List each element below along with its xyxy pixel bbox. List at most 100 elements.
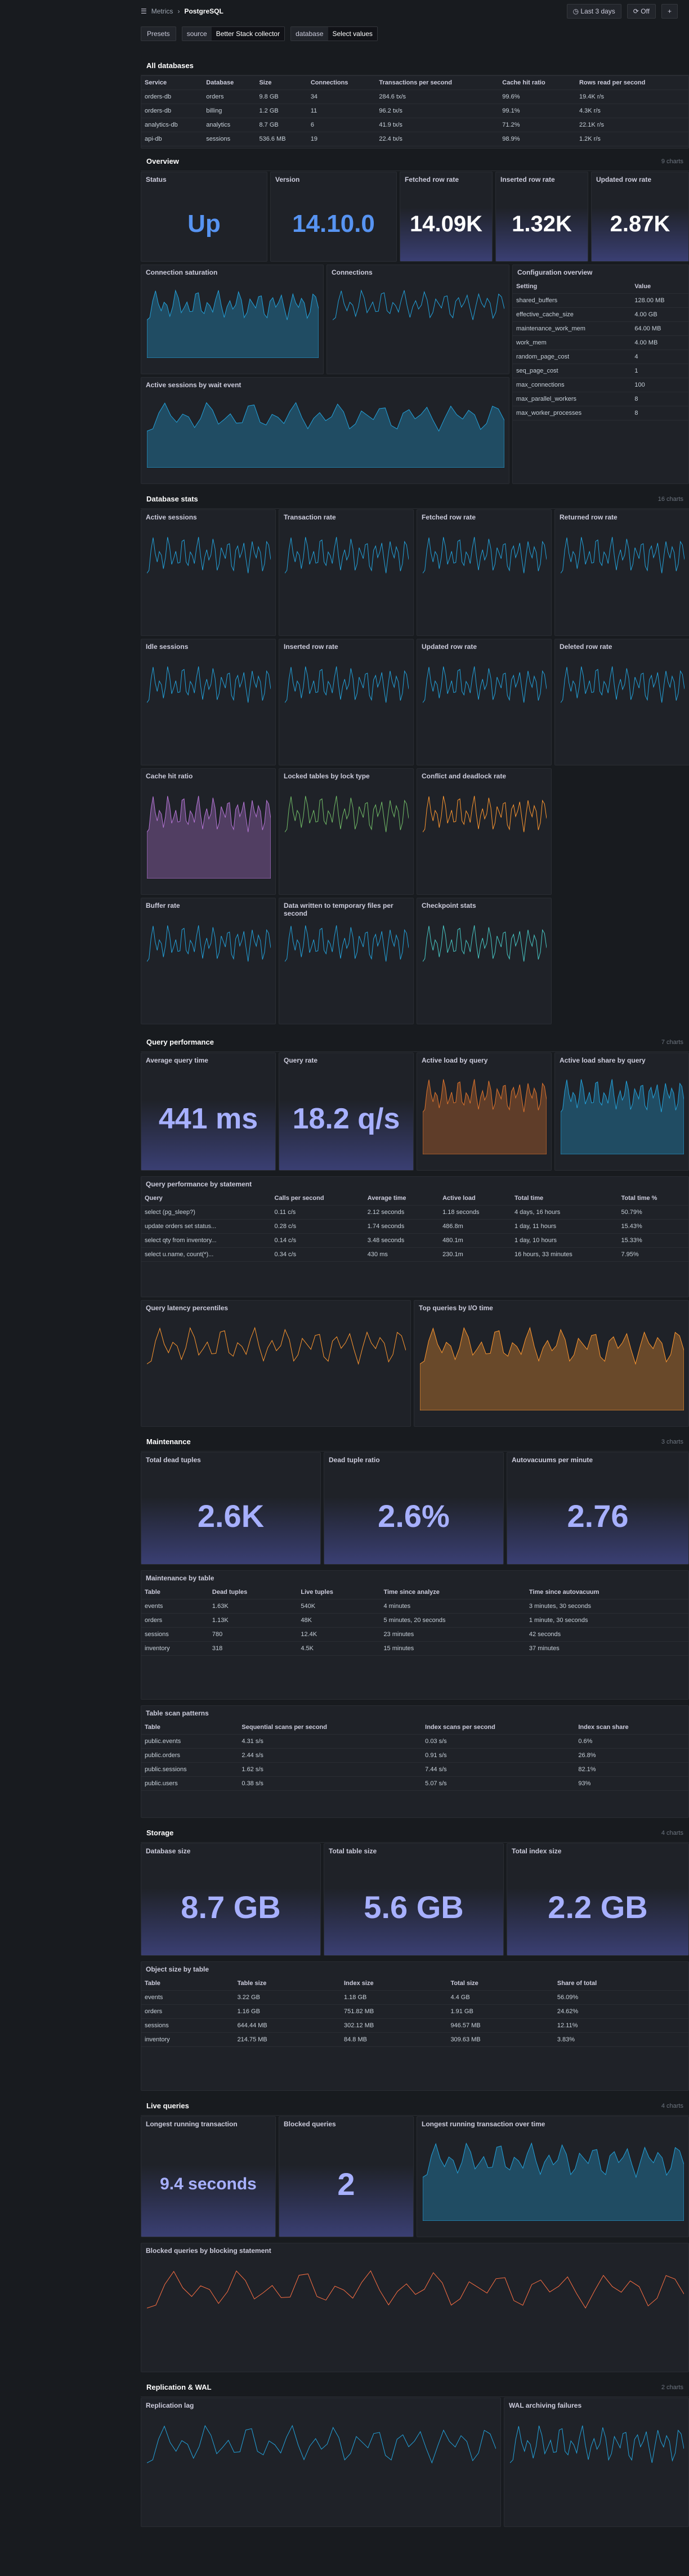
table-row[interactable]: seq_page_cost 1 [513, 364, 688, 378]
table-row[interactable]: select (pg_sleep?) 0.11 c/s 2.12 seconds 1.… [141, 1205, 688, 1220]
table-row[interactable]: maintenance_work_mem 64.00 MB [513, 321, 688, 336]
table-row[interactable]: random_page_cost 4 [513, 350, 688, 364]
column-header[interactable]: Time since analyze [380, 1585, 526, 1600]
chart-plot[interactable] [147, 656, 271, 749]
table-row[interactable]: public.sessions 1.62 s/s 7.44 s/s 82.1% [141, 1762, 688, 1777]
table-row[interactable]: select u.name, count(*)... 0.34 c/s 430 ms… [141, 1247, 688, 1262]
chart-plot[interactable] [147, 2260, 684, 2356]
column-header[interactable]: Cache hit ratio [499, 76, 576, 90]
chart-plot[interactable] [285, 527, 409, 620]
chart-plot[interactable] [147, 2415, 496, 2511]
table-row[interactable]: inventory 318 4.5K 15 minutes 37 minutes [141, 1641, 688, 1656]
table-row[interactable]: effective_cache_size 4.00 GB [513, 307, 688, 322]
refresh-picker[interactable]: ⟳ Off [627, 4, 656, 19]
column-header[interactable]: Value [631, 280, 688, 294]
table-row[interactable]: update orders set status... 0.28 c/s 1.74 … [141, 1219, 688, 1234]
source-variable[interactable]: source Better Stack collector [181, 26, 285, 41]
table-row[interactable]: sessions 644.44 MB 302.12 MB 946.57 MB 12.11… [141, 2018, 688, 2033]
column-header[interactable]: Table [141, 1977, 234, 1991]
section-replication[interactable]: Replication & WAL 2 charts [141, 2378, 689, 2397]
column-header[interactable]: Total time [511, 1191, 618, 1206]
table-row[interactable]: events 3.22 GB 1.18 GB 4.4 GB 56.09% [141, 1990, 688, 2005]
column-header[interactable]: Total size [447, 1977, 554, 1991]
table-row[interactable]: shared_buffers 128.00 MB [513, 293, 688, 308]
table-row[interactable]: public.events 4.31 s/s 0.03 s/s 0.6% [141, 1734, 688, 1749]
column-header[interactable]: Setting [513, 280, 632, 294]
section-all-databases[interactable]: All databases [141, 56, 689, 75]
chart-plot[interactable] [147, 395, 504, 468]
breadcrumb-metrics[interactable]: Metrics [151, 7, 173, 15]
table-row[interactable]: max_worker_processes 8 [513, 406, 688, 420]
chart-plot[interactable] [510, 2415, 684, 2511]
table-row[interactable]: events 1.63K 540K 4 minutes 3 minutes, 30 se… [141, 1599, 688, 1614]
column-header[interactable]: Service [141, 76, 203, 90]
section-overview[interactable]: Overview 9 charts [141, 152, 689, 171]
section-storage[interactable]: Storage 4 charts [141, 1824, 689, 1843]
chart-plot[interactable] [420, 1318, 684, 1410]
chart-plot[interactable] [333, 282, 504, 358]
column-header[interactable]: Total time % [618, 1191, 688, 1206]
chart-plot[interactable] [147, 915, 271, 1008]
chart-plot[interactable] [423, 915, 547, 1008]
chart-plot[interactable] [423, 786, 547, 879]
table-row[interactable]: orders-db orders 9.8 GB 34 284.6 tx/s 99.6% 19… [141, 89, 688, 104]
column-header[interactable]: Index scan share [575, 1721, 688, 1735]
table-row[interactable]: inventory 214.75 MB 84.8 MB 309.63 MB 3.83% [141, 2032, 688, 2047]
add-icon[interactable]: + [661, 4, 678, 19]
chart-plot[interactable] [561, 1070, 684, 1154]
table-row[interactable]: select qty from inventory... 0.14 c/s 3.48… [141, 1233, 688, 1248]
column-header[interactable]: Table [141, 1721, 239, 1735]
section-database-stats[interactable]: Database stats 16 charts [141, 490, 689, 509]
table-row[interactable]: api-db sessions 536.6 MB 19 22.4 tx/s 98.9% 1.… [141, 132, 688, 146]
table-row[interactable]: max_parallel_workers 8 [513, 392, 688, 406]
column-header[interactable]: Query [141, 1191, 271, 1206]
column-header[interactable]: Active load [439, 1191, 511, 1206]
table-cell: 1.91 GB [447, 2004, 554, 2019]
column-header[interactable]: Live tuples [297, 1585, 381, 1600]
chart-plot[interactable] [561, 527, 684, 620]
chart-plot[interactable] [423, 1070, 547, 1154]
menu-icon[interactable]: ☰ [141, 7, 147, 15]
table-row[interactable]: public.orders 2.44 s/s 0.91 s/s 26.8% [141, 1748, 688, 1763]
presets-button[interactable]: Presets [141, 26, 176, 41]
table-row[interactable]: analytics-db analytics 8.7 GB 6 41.9 tx/s 71.… [141, 118, 688, 132]
column-header[interactable]: Table size [234, 1977, 341, 1991]
chart-plot[interactable] [285, 786, 409, 879]
section-maintenance[interactable]: Maintenance 3 charts [141, 1432, 689, 1451]
table-row[interactable]: max_connections 100 [513, 378, 688, 392]
chart-plot[interactable] [423, 656, 547, 749]
column-header[interactable]: Table [141, 1585, 209, 1600]
chart-plot[interactable] [561, 656, 684, 749]
chart-plot[interactable] [147, 527, 271, 620]
chart-plot[interactable] [423, 2134, 684, 2221]
chart-plot[interactable] [147, 786, 271, 879]
column-header[interactable]: Dead tuples [208, 1585, 298, 1600]
column-header[interactable]: Calls per second [271, 1191, 364, 1206]
chart-plot[interactable] [285, 915, 409, 1008]
chart-plot[interactable] [147, 1318, 406, 1410]
chart-plot[interactable] [285, 656, 409, 749]
table-row[interactable]: public.users 0.38 s/s 5.07 s/s 93% [141, 1776, 688, 1791]
table-row[interactable]: sessions 780 12.4K 23 minutes 42 seconds [141, 1627, 688, 1642]
database-variable[interactable]: database Select values [290, 26, 378, 41]
column-header[interactable]: Time since autovacuum [525, 1585, 688, 1600]
table-row[interactable]: orders 1.16 GB 751.82 MB 1.91 GB 24.62% [141, 2004, 688, 2019]
column-header[interactable]: Size [256, 76, 307, 90]
section-live-queries[interactable]: Live queries 4 charts [141, 2096, 689, 2116]
chart-plot[interactable] [147, 282, 319, 358]
column-header[interactable]: Database [203, 76, 256, 90]
chart-plot[interactable] [423, 527, 547, 620]
column-header[interactable]: Share of total [553, 1977, 688, 1991]
column-header[interactable]: Index size [341, 1977, 448, 1991]
column-header[interactable]: Rows read per second [575, 76, 688, 90]
column-header[interactable]: Index scans per second [422, 1721, 575, 1735]
table-row[interactable]: orders-db billing 1.2 GB 11 96.2 tx/s 99.1% 4.… [141, 104, 688, 118]
column-header[interactable]: Transactions per second [375, 76, 499, 90]
column-header[interactable]: Connections [307, 76, 376, 90]
column-header[interactable]: Average time [364, 1191, 440, 1206]
column-header[interactable]: Sequential scans per second [238, 1721, 422, 1735]
time-range-picker[interactable]: ◷ Last 3 days [566, 4, 621, 19]
table-row[interactable]: orders 1.13K 48K 5 minutes, 20 seconds 1 min… [141, 1613, 688, 1628]
table-row[interactable]: work_mem 4.00 MB [513, 335, 688, 350]
section-query-performance[interactable]: Query performance 7 charts [141, 1033, 689, 1052]
